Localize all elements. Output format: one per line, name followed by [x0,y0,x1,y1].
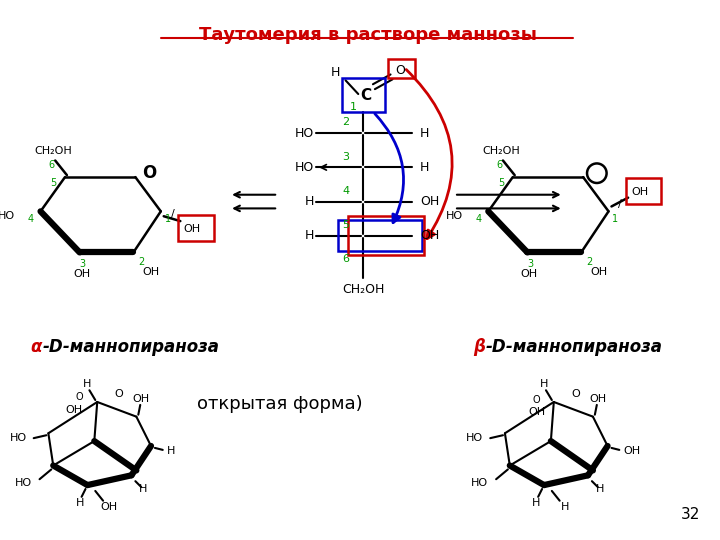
Text: H: H [305,230,314,242]
Text: OH: OH [73,269,90,279]
Text: H: H [532,498,541,508]
Text: O: O [533,395,540,405]
Text: O: O [395,64,405,77]
Bar [179,215,214,241]
Text: CH₂OH: CH₂OH [342,283,384,296]
Bar [342,78,384,112]
Text: α: α [31,339,42,356]
Text: 1: 1 [165,214,171,224]
Text: 2: 2 [138,257,144,267]
Text: OH: OH [590,267,608,277]
Bar [626,178,662,204]
Text: OH: OH [589,394,606,404]
Text: H: H [166,446,175,456]
Text: 5: 5 [498,178,504,188]
Text: открытая форма): открытая форма) [197,395,363,413]
FancyArrowPatch shape [375,113,403,222]
Text: -D-маннопираноза: -D-маннопираноза [42,339,220,356]
Text: HO: HO [471,478,488,488]
Text: HO: HO [0,211,15,221]
Text: HO: HO [295,161,314,174]
Text: CH₂OH: CH₂OH [482,146,520,156]
Text: 32: 32 [681,507,701,522]
Text: 4: 4 [27,214,34,224]
Text: HO: HO [467,433,483,443]
Text: HO: HO [446,211,463,221]
Text: Таутомерия в растворе маннозы: Таутомерия в растворе маннозы [199,25,537,44]
Text: 5: 5 [342,220,349,230]
Text: CH₂OH: CH₂OH [35,146,72,156]
Text: HO: HO [14,478,32,488]
Text: OH: OH [132,394,150,404]
Bar [348,216,424,255]
Text: 6: 6 [342,254,349,264]
Text: OH: OH [100,502,117,511]
Text: /: / [171,210,174,219]
Text: C: C [361,87,372,103]
Text: OH: OH [624,446,640,456]
Text: H: H [84,380,91,389]
Text: OH: OH [521,269,538,279]
Text: H: H [562,502,570,511]
Text: O: O [571,389,580,399]
Bar [387,59,415,78]
Text: OH: OH [420,230,439,242]
Text: H: H [420,161,429,174]
Text: β: β [474,339,485,356]
Text: -D-маннопираноза: -D-маннопираноза [485,339,662,356]
Text: OH: OH [143,267,160,277]
Text: H: H [540,380,548,389]
Text: 5: 5 [50,178,56,188]
Text: 6: 6 [48,160,54,171]
Text: OH: OH [66,405,83,415]
Text: OH: OH [420,195,439,208]
Text: 3: 3 [79,259,86,269]
Text: 1: 1 [350,102,357,112]
Text: H: H [331,66,341,79]
Text: H: H [420,126,429,140]
Text: 2: 2 [586,257,592,267]
Text: 3: 3 [342,152,349,161]
Text: O: O [114,389,123,399]
Text: 4: 4 [475,214,482,224]
Text: O: O [142,164,156,182]
Text: /: / [618,199,622,208]
Text: HO: HO [10,433,27,443]
Text: H: H [76,498,84,508]
Text: HO: HO [295,126,314,140]
Text: OH: OH [184,224,201,234]
Text: H: H [305,195,314,208]
Text: 4: 4 [342,186,349,196]
Text: 1: 1 [612,214,618,224]
Text: 3: 3 [527,259,534,269]
Text: OH: OH [529,407,546,417]
FancyArrowPatch shape [406,70,452,239]
Text: O: O [76,392,84,402]
Text: 2: 2 [342,117,349,127]
Text: H: H [595,484,604,494]
Bar [338,220,422,252]
Text: H: H [139,484,148,494]
Text: 6: 6 [496,160,502,171]
Text: OH: OH [631,187,649,197]
